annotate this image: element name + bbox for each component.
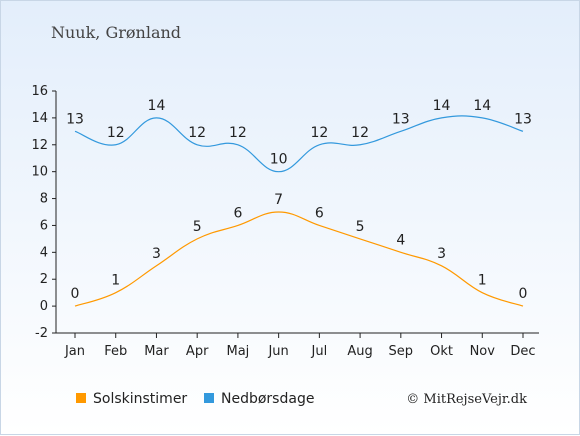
y-tick-label: 12 bbox=[31, 138, 48, 153]
data-label-sun: 3 bbox=[152, 246, 161, 262]
y-tick-label: 0 bbox=[40, 299, 48, 314]
y-tick-label: 16 bbox=[31, 84, 48, 99]
data-label-rain: 10 bbox=[270, 152, 288, 168]
x-tick-label: Maj bbox=[227, 344, 250, 359]
x-tick-label: Jun bbox=[267, 344, 288, 359]
data-label-sun: 0 bbox=[519, 286, 528, 302]
series-line-sun bbox=[74, 211, 524, 307]
data-label-sun: 7 bbox=[274, 192, 283, 208]
y-tick-label: 8 bbox=[40, 192, 48, 207]
x-tick-label: Aug bbox=[347, 344, 372, 359]
x-tick-label: Dec bbox=[510, 344, 535, 359]
data-label-rain: 14 bbox=[148, 98, 166, 114]
data-label-rain: 12 bbox=[107, 125, 125, 141]
data-label-sun: 4 bbox=[396, 232, 405, 248]
data-label-rain: 13 bbox=[514, 111, 532, 127]
data-label-rain: 13 bbox=[66, 111, 84, 127]
legend-swatch-rain bbox=[204, 393, 214, 403]
legend-label-rain: Nedbørsdage bbox=[221, 391, 314, 407]
legend-swatch-sun bbox=[76, 393, 86, 403]
x-tick-label: Nov bbox=[470, 344, 496, 359]
x-tick-label: Feb bbox=[104, 344, 127, 359]
data-label-rain: 12 bbox=[310, 125, 328, 141]
data-label-rain: 13 bbox=[392, 111, 410, 127]
series-line-rain bbox=[74, 115, 524, 173]
data-label-sun: 1 bbox=[111, 273, 120, 289]
data-label-sun: 5 bbox=[193, 219, 202, 235]
x-tick-label: Okt bbox=[430, 344, 453, 359]
y-tick-label: 10 bbox=[31, 165, 48, 180]
y-tick-label: -2 bbox=[35, 326, 48, 341]
y-tick-label: 4 bbox=[40, 245, 48, 260]
data-label-rain: 14 bbox=[473, 98, 491, 114]
legend-label-sun: Solskinstimer bbox=[93, 391, 187, 407]
data-label-sun: 1 bbox=[478, 273, 487, 289]
x-tick-label: Sep bbox=[389, 344, 414, 359]
data-label-rain: 12 bbox=[188, 125, 206, 141]
data-label-sun: 6 bbox=[233, 205, 242, 221]
x-tick-label: Mar bbox=[144, 344, 169, 359]
data-label-rain: 14 bbox=[433, 98, 451, 114]
data-label-sun: 3 bbox=[437, 246, 446, 262]
data-label-sun: 6 bbox=[315, 205, 324, 221]
data-label-rain: 12 bbox=[229, 125, 247, 141]
series-layer bbox=[74, 115, 524, 307]
data-label-sun: 5 bbox=[356, 219, 365, 235]
chart-title: Nuuk, Grønland bbox=[51, 23, 181, 42]
y-tick-label: 14 bbox=[31, 111, 48, 126]
y-tick-label: 2 bbox=[40, 272, 48, 287]
y-tick-label: 6 bbox=[40, 218, 48, 233]
data-label-sun: 0 bbox=[71, 286, 80, 302]
copyright-text: © MitRejseVejr.dk bbox=[406, 392, 527, 407]
data-label-rain: 12 bbox=[351, 125, 369, 141]
legend: Solskinstimer Nedbørsdage bbox=[76, 391, 314, 407]
x-tick-label: Apr bbox=[186, 344, 209, 359]
x-tick-label: Jul bbox=[311, 344, 328, 359]
x-tick-label: Jan bbox=[64, 344, 85, 359]
